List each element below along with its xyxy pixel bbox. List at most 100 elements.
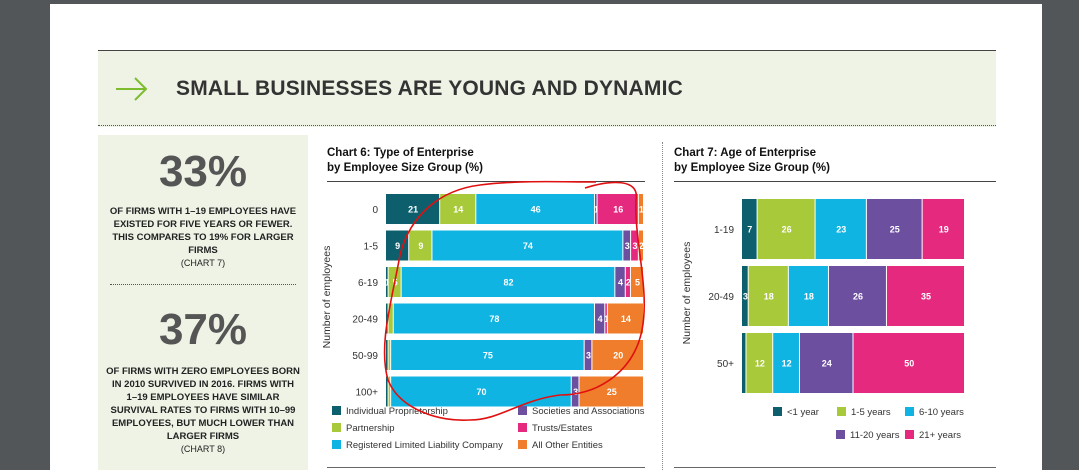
chart6-bottom-rule	[327, 467, 645, 468]
chart7-bar-segment	[886, 266, 964, 326]
chart7-legend-label: 1-5 years	[851, 407, 891, 418]
chart6-data-label: 74	[523, 241, 533, 251]
chart6-bar-segment	[386, 303, 388, 334]
chart7-data-label: 18	[764, 292, 774, 302]
chart7-ylabel: Number of employees	[681, 242, 693, 345]
stat-text-2: OF FIRMS WITH ZERO EMPLOYEES BORN IN 201…	[106, 365, 300, 456]
chart7-legend-swatch	[837, 407, 846, 416]
chart7-bar-segment	[742, 266, 748, 326]
chart7-legend-swatch	[905, 407, 914, 416]
chart7-data-label: 26	[853, 292, 863, 302]
chart6-data-label: 3	[632, 241, 637, 251]
chart6-data-label: 16	[613, 205, 623, 215]
chart6-legend-swatch	[518, 440, 527, 449]
chart7-bar-segment	[788, 266, 828, 326]
chart7-data-label: 50	[904, 359, 914, 369]
chart6-bar-segment	[388, 340, 391, 370]
chart6-category-label: 20-49	[352, 315, 378, 326]
chart7-category-label: 50+	[717, 359, 734, 370]
stat-ref-2: (CHART 8)	[180, 444, 226, 454]
chart7-title-number: Chart 7:	[674, 147, 718, 159]
chart7-bar-segment	[748, 266, 788, 326]
chart7-bar-segment	[828, 266, 886, 326]
chart6-data-label: 82	[503, 278, 513, 288]
chart6-data-label: 4	[598, 314, 603, 324]
chart6-bar-segment	[386, 340, 388, 370]
chart7-legend-label: <1 year	[787, 407, 819, 418]
chart7-data-label: 7	[747, 225, 752, 235]
chart7-data-label: 25	[890, 225, 900, 235]
chart6-data-label: 4	[618, 278, 623, 288]
chart6-category-label: 6-19	[358, 278, 378, 289]
chart6-category-label: 1-5	[364, 242, 379, 253]
chart6-legend-swatch	[518, 423, 527, 432]
chart6-legend-swatch	[332, 406, 341, 415]
chart6-data-label: 21	[408, 205, 418, 215]
chart6-data-label: 3	[573, 387, 578, 397]
chart6-legend-label: Trusts/Estates	[532, 423, 593, 434]
chart6-data-label: 9	[418, 241, 423, 251]
chart7-header-rule	[674, 181, 996, 182]
arrow-right-icon	[116, 77, 148, 101]
chart6-data-label: 20	[613, 351, 623, 361]
chart6-category-label: 50-99	[352, 351, 378, 362]
chart7-bar-segment	[757, 199, 815, 259]
chart6-title: Chart 6: Type of Enterprise by Employee …	[327, 146, 483, 176]
chart6-data-label: 2	[639, 241, 644, 251]
chart6-data-label: 14	[621, 314, 631, 324]
chart6-data-label: 25	[607, 387, 617, 397]
stats-divider	[110, 284, 296, 285]
chart6-data-label: 14	[453, 205, 463, 215]
chart6-bar-segment	[386, 376, 388, 407]
chart6-legend-swatch	[332, 440, 341, 449]
chart6-ylabel: Number of employees	[321, 246, 333, 349]
chart6-data-label: 3	[625, 241, 630, 251]
chart6-data-label: 3	[586, 351, 591, 361]
chart7-bar-segment	[742, 333, 746, 393]
chart7-title-text: Age of Enterprise	[717, 147, 817, 159]
chart7-legend-label: 21+ years	[919, 430, 961, 441]
stat-desc-2: OF FIRMS WITH ZERO EMPLOYEES BORN IN 201…	[106, 366, 300, 442]
chart6-category-label: 100+	[355, 388, 378, 399]
chart6-legend-label: Individual Proprietorship	[346, 406, 448, 417]
chart7-bar-segment	[799, 333, 853, 393]
chart6-title-text: Type of Enterprise	[370, 147, 474, 159]
column-divider	[662, 142, 663, 470]
chart6-data-label: 46	[531, 205, 541, 215]
chart7-legend-swatch	[905, 430, 914, 439]
chart7-legend-label: 6-10 years	[919, 407, 964, 418]
stat-value-1: 33%	[158, 147, 248, 196]
chart7-category-label: 1-19	[714, 225, 734, 236]
chart7-subtitle: by Employee Size Group (%)	[674, 162, 830, 174]
stats-panel: 33% OF FIRMS WITH 1–19 EMPLOYEES HAVE EX…	[98, 135, 308, 470]
chart6-data-label: 70	[476, 387, 486, 397]
chart6-category-label: 0	[372, 205, 378, 216]
chart7-title: Chart 7: Age of Enterprise by Employee S…	[674, 146, 830, 176]
chart7-data-label: 23	[836, 225, 846, 235]
chart7-bar-segment	[853, 333, 964, 393]
chart6-data-label: 2	[626, 278, 631, 288]
chart7-legend-swatch	[836, 430, 845, 439]
chart6-data-label: 9	[395, 241, 400, 251]
chart6-data-label: 1	[639, 205, 644, 215]
stat-value-2: 37%	[158, 305, 248, 354]
chart6-data-label: 5	[635, 278, 640, 288]
chart7-data-label: 12	[755, 359, 765, 369]
chart6-data-label: 78	[489, 314, 499, 324]
chart6-legend-swatch	[518, 406, 527, 415]
chart7-bar-segment	[922, 199, 964, 259]
chart7-bar-segment	[773, 333, 799, 393]
stat-ref-1: (CHART 7)	[180, 258, 226, 268]
chart6-bar-segment	[388, 303, 393, 334]
chart7-data-label: 35	[921, 292, 931, 302]
chart7-category-label: 20-49	[708, 292, 734, 303]
chart7-legend-label: 11-20 years	[850, 430, 900, 441]
chart7-bar-segment	[866, 199, 922, 259]
chart6-subtitle: by Employee Size Group (%)	[327, 162, 483, 174]
chart6-legend-label: Partnership	[346, 423, 395, 434]
chart6-legend-label: Registered Limited Liability Company	[346, 440, 503, 451]
stat-desc-1: OF FIRMS WITH 1–19 EMPLOYEES HAVE EXISTE…	[109, 206, 297, 256]
chart6-data-label: 5	[393, 278, 398, 288]
chart6-legend-swatch	[332, 423, 341, 432]
